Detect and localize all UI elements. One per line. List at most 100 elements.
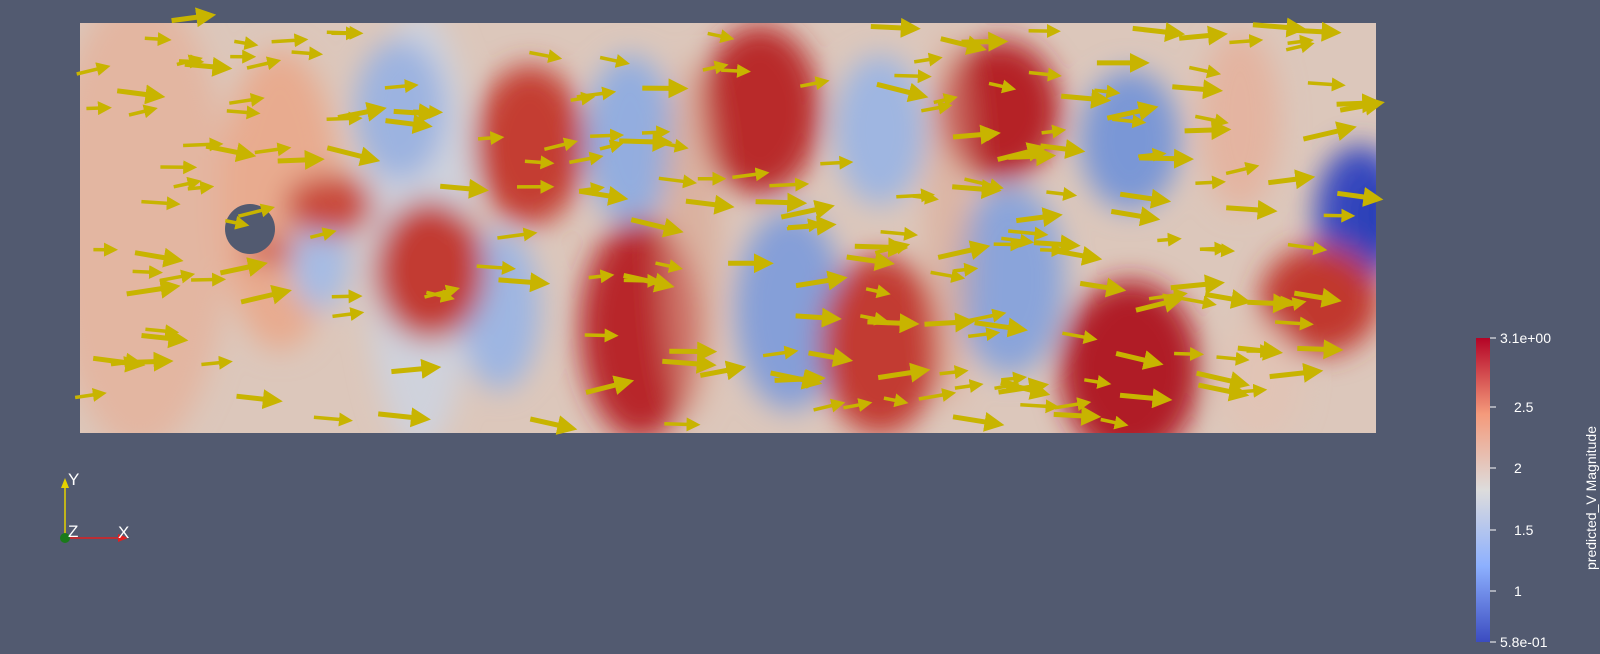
velocity-arrow: [588, 269, 615, 284]
velocity-arrow: [1106, 101, 1159, 121]
velocity-arrow: [578, 186, 629, 206]
velocity-arrow: [145, 324, 180, 339]
velocity-arrow: [657, 138, 689, 153]
velocity-arrow: [997, 142, 1048, 162]
velocity-arrow: [1178, 25, 1228, 46]
velocity-arrow: [867, 313, 920, 334]
velocity-arrow: [1266, 295, 1295, 310]
velocity-arrow: [1226, 199, 1278, 220]
velocity-arrow: [1197, 381, 1250, 402]
velocity-arrow: [780, 199, 835, 220]
velocity-arrow: [1028, 67, 1062, 82]
velocity-arrow: [1302, 121, 1357, 142]
velocity-arrow: [313, 412, 353, 427]
velocity-arrow: [132, 265, 163, 280]
velocity-arrow: [240, 284, 292, 305]
velocity-arrow: [1336, 187, 1384, 207]
colorbar-tick-label: 2: [1514, 460, 1522, 476]
velocity-arrow: [1252, 17, 1307, 38]
colorbar-max-label: 3.1e+00: [1500, 330, 1551, 346]
velocity-arrow: [1046, 187, 1078, 201]
velocity-arrow: [870, 17, 921, 38]
velocity-arrow: [795, 270, 848, 291]
velocity-arrow: [1307, 77, 1346, 92]
velocity-arrow: [1237, 340, 1284, 361]
velocity-arrow: [813, 398, 846, 413]
velocity-arrow: [988, 79, 1017, 94]
velocity-arrow: [1157, 232, 1182, 247]
velocity-arrow: [658, 174, 698, 189]
velocity-arrow: [664, 417, 701, 432]
velocity-arrow: [191, 272, 227, 287]
velocity-arrow: [237, 203, 275, 218]
velocity-arrow: [1293, 287, 1342, 308]
velocity-arrow: [497, 227, 538, 242]
velocity-arrow: [1216, 351, 1250, 366]
velocity-arrow: [543, 137, 578, 152]
velocity-arrow: [913, 52, 943, 67]
velocity-arrow: [1015, 207, 1063, 228]
velocity-arrow: [662, 353, 717, 374]
velocity-arrow: [762, 345, 799, 360]
velocity-arrow: [883, 393, 909, 408]
velocity-arrow: [820, 155, 854, 170]
velocity-arrow: [770, 369, 823, 390]
velocity-arrow: [1132, 22, 1186, 42]
velocity-arrow: [1188, 64, 1222, 79]
velocity-arrow: [590, 128, 625, 143]
velocity-arrow: [585, 375, 635, 395]
colorbar-gradient: [1476, 338, 1490, 642]
colorbar-tick-label: 1: [1514, 583, 1522, 599]
velocity-arrow: [229, 93, 265, 107]
velocity-arrow: [937, 240, 991, 260]
x-axis-label: X: [118, 523, 130, 542]
velocity-arrow: [939, 365, 969, 380]
velocity-arrow: [599, 139, 624, 154]
velocity-arrow: [569, 151, 604, 166]
velocity-arrow: [116, 84, 166, 105]
velocity-arrow: [309, 227, 337, 241]
velocity-arrow: [393, 103, 439, 124]
orientation-axes: [60, 478, 128, 543]
velocity-arrow: [184, 56, 233, 77]
velocity-arrow: [787, 215, 837, 236]
velocity-arrow: [1135, 293, 1185, 313]
velocity-arrow: [874, 240, 911, 255]
velocity-arrow: [843, 398, 873, 412]
velocity-arrow: [477, 131, 505, 146]
velocity-arrow: [964, 177, 1004, 193]
velocity-arrow: [254, 142, 292, 157]
velocity-arrow: [1052, 245, 1103, 266]
velocity-arrow: [1110, 206, 1161, 227]
colorbar-title: predicted_V Magnitude: [1583, 426, 1599, 570]
velocity-arrow: [271, 33, 309, 48]
velocity-arrow: [846, 251, 895, 271]
velocity-arrow: [425, 289, 455, 303]
velocity-arrow: [183, 137, 224, 152]
velocity-arrow: [755, 192, 808, 213]
velocity-arrow: [952, 179, 1002, 200]
y-axis-label: Y: [68, 470, 80, 489]
velocity-arrow: [707, 29, 735, 44]
velocity-arrow: [961, 31, 1009, 52]
velocity-arrow: [524, 155, 555, 170]
velocity-arrow: [1184, 120, 1232, 141]
colorbar-tick-label: 1.5: [1514, 522, 1534, 538]
velocity-arrow: [1079, 277, 1127, 298]
velocity-arrow: [584, 328, 619, 343]
velocity-arrow: [877, 362, 931, 383]
velocity-arrow: [894, 69, 932, 84]
velocity-arrow: [187, 180, 215, 195]
velocity-arrow: [655, 259, 683, 273]
velocity-arrow: [439, 178, 489, 199]
velocity-arrow: [965, 127, 1001, 142]
z-axis-dot: [60, 533, 70, 543]
velocity-arrow: [1229, 33, 1264, 48]
velocity-arrow: [529, 415, 578, 435]
velocity-arrow: [998, 377, 1050, 398]
velocity-arrow: [1112, 114, 1147, 129]
velocity-arrow: [954, 379, 984, 393]
velocity-glyphs: [74, 7, 1385, 435]
velocity-arrow: [1204, 289, 1252, 309]
